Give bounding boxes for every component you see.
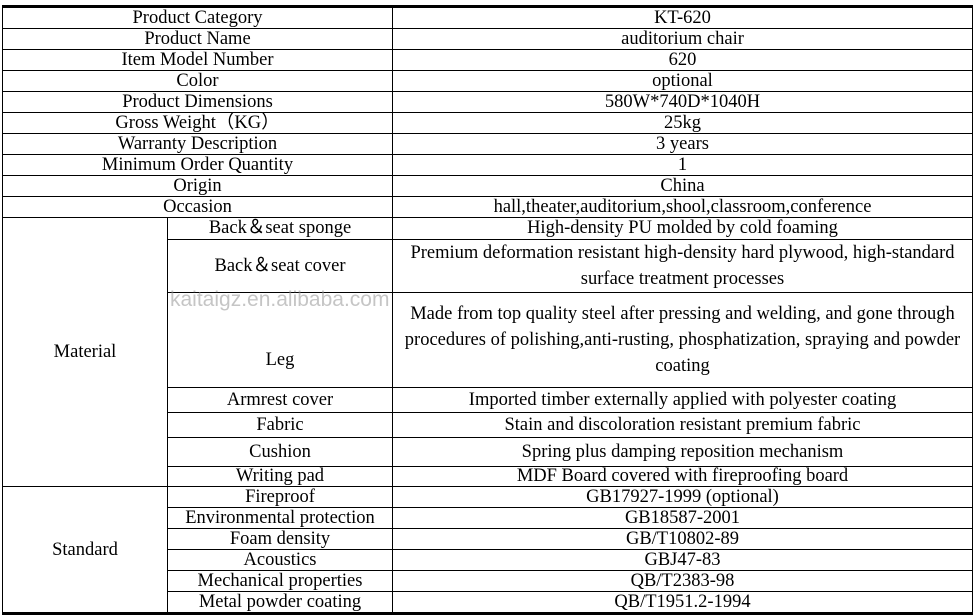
spec-label: Armrest cover (167, 387, 393, 413)
spec-value: China (392, 175, 973, 197)
table-row: Environmental protection GB18587-2001 (3, 507, 973, 529)
table-row: Item Model Number 620 (2, 49, 973, 71)
material-group-label: Material (2, 217, 168, 487)
spec-value: GB18587-2001 (392, 507, 973, 529)
spec-value: 580W*740D*1040H (392, 91, 973, 113)
spec-value: QB/T2383-98 (392, 570, 973, 592)
table-row: Leg Made from top quality steel after pre… (3, 292, 973, 388)
spec-value: Premium deformation resistant high-densi… (392, 239, 973, 293)
table-row: Writing pad MDF Board covered with firepr… (3, 466, 973, 487)
spec-value: auditorium chair (392, 28, 973, 50)
spec-value: optional (392, 70, 973, 92)
spec-value: hall,theater,auditorium,shool,classroom,… (392, 196, 973, 218)
table-row: Armrest cover Imported timber externally … (3, 387, 973, 413)
spec-value: Spring plus damping reposition mechanism (392, 437, 973, 467)
table-row: Occasion hall,theater,auditorium,shool,cl… (2, 196, 973, 218)
spec-table: Product Category KT-620 Product Name audito… (2, 5, 973, 615)
spec-label: Product Name (2, 28, 393, 50)
spec-label: Item Model Number (2, 49, 393, 71)
spec-label: Product Category (2, 6, 393, 29)
table-row: Product Name auditorium chair (2, 28, 973, 50)
spec-value: KT-620 (392, 6, 973, 29)
table-row: Gross Weight（KG） 25kg (2, 112, 973, 134)
spec-value: 1 (392, 154, 973, 176)
spec-label: Environmental protection (167, 507, 393, 529)
spec-value: 620 (392, 49, 973, 71)
spec-label: Metal powder coating (167, 591, 393, 614)
spec-value: Stain and discoloration resistant premiu… (392, 412, 973, 438)
spec-label: Occasion (2, 196, 393, 218)
spec-label: Fabric (167, 412, 393, 438)
spec-value: High-density PU molded by cold foaming (392, 217, 973, 240)
table-row: Origin China (2, 175, 973, 197)
spec-label: Warranty Description (2, 133, 393, 155)
spec-label: Color (2, 70, 393, 92)
table-row: Material Back＆seat sponge High-density PU … (2, 217, 973, 487)
spec-value: 3 years (392, 133, 973, 155)
spec-label: Fireproof (167, 486, 393, 508)
spec-label: Writing pad (167, 466, 393, 487)
table-row: Color optional (2, 70, 973, 92)
spec-value: Made from top quality steel after pressi… (392, 292, 973, 388)
spec-value: QB/T1951.2-1994 (392, 591, 973, 614)
table-row: Product Dimensions 580W*740D*1040H (2, 91, 973, 113)
spec-value: GBJ47-83 (392, 549, 973, 571)
spec-value: Imported timber externally applied with … (392, 387, 973, 413)
spec-label: Mechanical properties (167, 570, 393, 592)
spec-value: GB17927-1999 (optional) (392, 486, 973, 508)
standard-group-label: Standard (2, 486, 168, 614)
spec-label: Product Dimensions (2, 91, 393, 113)
spec-label: Cushion (167, 437, 393, 467)
spec-label: Minimum Order Quantity (2, 154, 393, 176)
spec-label: Gross Weight（KG） (2, 112, 393, 134)
spec-value: GB/T10802-89 (392, 528, 973, 550)
table-row: Acoustics GBJ47-83 (3, 549, 973, 571)
table-row: Product Category KT-620 (2, 6, 973, 29)
table-row: Back＆seat cover Premium deformation resis… (3, 239, 973, 293)
table-row: Fabric Stain and discoloration resistant … (3, 412, 973, 438)
spec-label: Acoustics (167, 549, 393, 571)
spec-label: Back＆seat sponge (167, 217, 393, 240)
table-row: Standard Fireproof GB17927-1999 (optional) (2, 486, 973, 614)
spec-label: Back＆seat cover (167, 239, 393, 293)
table-row: Warranty Description 3 years (2, 133, 973, 155)
spec-label: Leg (167, 292, 393, 388)
spec-label: Origin (2, 175, 393, 197)
spec-value: MDF Board covered with fireproofing boar… (392, 466, 973, 487)
spec-label: Foam density (167, 528, 393, 550)
table-row: Minimum Order Quantity 1 (2, 154, 973, 176)
spec-value: 25kg (392, 112, 973, 134)
table-row: Foam density GB/T10802-89 (3, 528, 973, 550)
